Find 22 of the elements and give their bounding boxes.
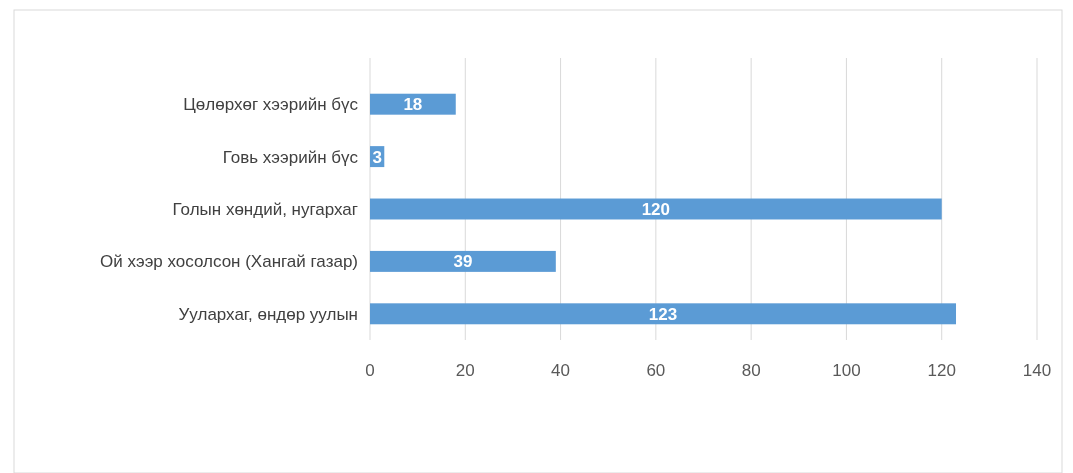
y-tick-label: Ой хээр хосолсон (Хангай газар) [100,252,358,272]
bar [370,303,957,325]
x-tick-label: 100 [832,360,861,380]
y-tick-label: Цөлөрхөг хээрийн бүс [183,95,359,115]
y-tick-label: Голын хөндий, нугархаг [172,199,358,219]
bar [370,198,942,220]
data-label: 3 [372,147,382,167]
bar [370,93,456,115]
x-tick-label: 60 [646,360,666,380]
x-tick-label: 120 [927,360,956,380]
data-label: 123 [648,304,678,324]
data-label: 39 [453,252,473,272]
data-label: 18 [403,95,423,115]
x-tick-label: 80 [741,360,761,380]
y-tick-label: Уулархаг, өндөр уулын [178,304,358,324]
x-tick-label: 140 [1022,360,1052,380]
data-label: 120 [641,199,671,219]
bar [370,250,556,272]
x-tick-label: 20 [455,360,475,380]
x-tick-label: 0 [365,360,375,380]
y-tick-label: Говь хээрийн бүс [222,147,359,167]
x-tick-label: 40 [551,360,571,380]
